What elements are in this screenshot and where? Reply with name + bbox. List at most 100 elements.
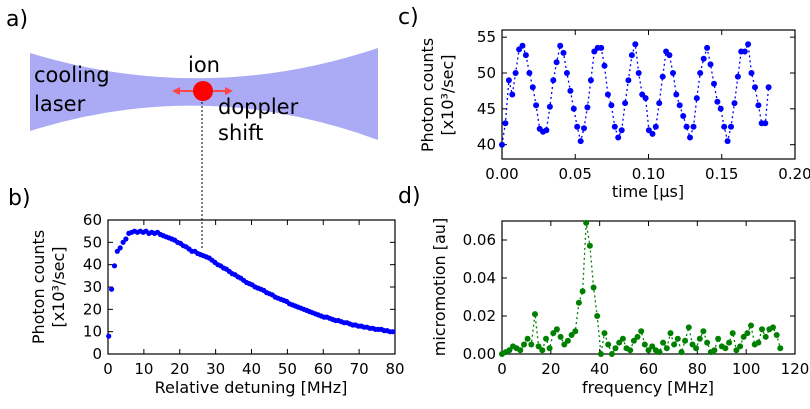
data-point xyxy=(748,70,755,76)
data-point xyxy=(704,44,711,51)
data-point xyxy=(550,330,557,337)
data-point xyxy=(729,330,736,337)
data-point xyxy=(700,55,707,62)
data-point xyxy=(773,332,780,338)
data-point xyxy=(777,345,784,352)
x-tick-label: 120 xyxy=(781,360,810,378)
y-tick-label: 0 xyxy=(92,345,102,363)
ion-marker xyxy=(193,81,213,101)
data-point xyxy=(572,328,579,335)
data-point xyxy=(583,219,590,226)
x-tick-label: 0.10 xyxy=(632,165,665,183)
data-point xyxy=(612,345,619,352)
x-tick-label: 80 xyxy=(688,360,707,378)
data-point xyxy=(517,347,524,354)
data-point xyxy=(560,49,567,56)
y-tick-label: 0.02 xyxy=(463,307,496,325)
data-point xyxy=(762,333,769,340)
y-tick-label: 30 xyxy=(83,278,102,296)
data-point xyxy=(502,120,509,127)
y-tick-label: 10 xyxy=(83,323,102,341)
x-axis-label: time [µs] xyxy=(612,182,684,201)
x-tick-label: 60 xyxy=(639,360,658,378)
panel-d-letter: d) xyxy=(398,184,421,209)
data-point xyxy=(690,123,697,130)
data-point xyxy=(666,52,673,59)
data-point xyxy=(755,102,762,109)
data-point xyxy=(693,345,700,352)
data-point xyxy=(722,345,729,352)
data-point xyxy=(535,343,542,350)
data-point xyxy=(641,341,648,348)
data-point xyxy=(618,127,625,134)
y-axis-label-line2: [x10³/sec] xyxy=(49,246,68,327)
x-tick-label: 60 xyxy=(314,360,333,378)
data-point xyxy=(390,329,396,335)
data-point xyxy=(506,347,513,354)
y-tick-label: 50 xyxy=(83,233,102,251)
data-point xyxy=(632,41,639,48)
data-point xyxy=(740,333,747,340)
x-tick-label: 30 xyxy=(206,360,225,378)
data-point xyxy=(114,248,120,254)
data-point xyxy=(635,70,642,76)
data-point xyxy=(539,347,546,354)
axes-frame xyxy=(501,29,796,160)
panel-a-illustration: cooling laser ion doppler shift xyxy=(30,48,378,250)
data-point xyxy=(563,70,570,76)
data-point xyxy=(726,339,733,346)
y-tick-label: 55 xyxy=(477,28,496,46)
data-point xyxy=(575,299,582,306)
data-point xyxy=(509,91,516,98)
data-point xyxy=(546,345,553,352)
data-point xyxy=(524,335,531,342)
data-point xyxy=(526,70,533,76)
data-point xyxy=(622,100,629,107)
data-point xyxy=(570,105,577,112)
data-point xyxy=(745,41,752,48)
x-tick-label: 20 xyxy=(170,360,189,378)
data-point xyxy=(700,328,707,335)
data-point xyxy=(109,286,115,292)
data-point xyxy=(678,349,685,356)
x-tick-label: 0.20 xyxy=(778,165,810,183)
data-point xyxy=(630,337,637,344)
y-tick-label: 40 xyxy=(83,256,102,274)
data-point xyxy=(660,339,667,346)
data-point xyxy=(642,95,649,102)
data-point xyxy=(543,127,550,134)
data-point xyxy=(568,332,575,338)
chart-c-time-trace: 0.00 0.05 0.10 0.15 0.20 40 45 50 55 time [µs] Pho… xyxy=(418,28,810,201)
laser-label: laser xyxy=(34,92,86,116)
y-tick-label: 60 xyxy=(83,211,102,229)
data-point xyxy=(553,59,560,66)
data-point xyxy=(577,138,584,145)
data-point xyxy=(532,311,538,318)
data-point xyxy=(728,123,734,130)
data-point xyxy=(628,52,635,59)
data-point xyxy=(528,341,535,348)
data-point xyxy=(625,77,632,84)
data-point xyxy=(755,339,762,346)
data-point xyxy=(680,113,687,119)
x-tick-label: 20 xyxy=(541,360,560,378)
x-tick-label: 0 xyxy=(103,360,113,378)
data-point xyxy=(611,123,618,130)
data-point xyxy=(659,73,666,80)
y-tick-label: 0.06 xyxy=(463,231,496,249)
x-axis-label: frequency [MHz] xyxy=(582,378,714,397)
data-point xyxy=(597,351,604,357)
data-point xyxy=(697,70,704,76)
series-line xyxy=(501,222,781,356)
data-point xyxy=(737,343,744,350)
y-axis-label-line1: Photon counts xyxy=(418,38,437,152)
data-point xyxy=(671,341,678,348)
data-point xyxy=(601,62,608,69)
data-point xyxy=(711,80,717,87)
data-point xyxy=(673,91,680,98)
data-point xyxy=(645,347,652,354)
panel-a-letter: a) xyxy=(6,7,28,32)
left-arrowhead xyxy=(172,87,180,95)
